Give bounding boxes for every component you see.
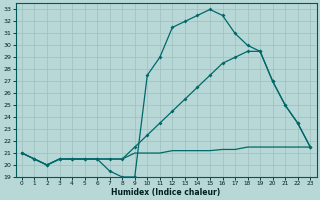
X-axis label: Humidex (Indice chaleur): Humidex (Indice chaleur) bbox=[111, 188, 221, 197]
